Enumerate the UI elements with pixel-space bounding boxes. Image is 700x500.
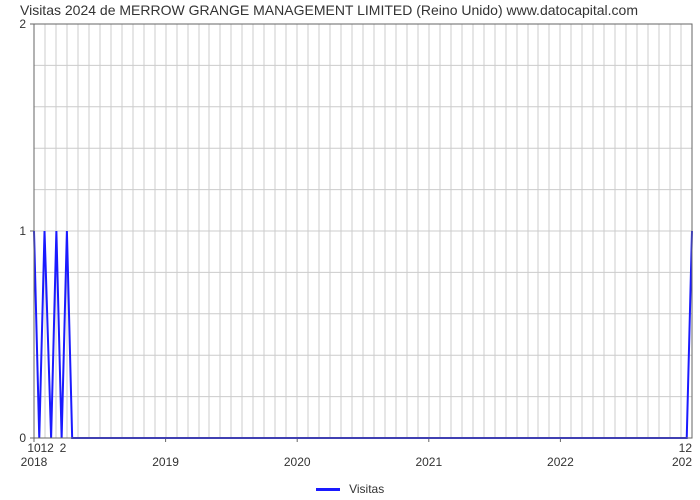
x-sub-label: 12 bbox=[679, 441, 693, 455]
x-sub-label: 10 bbox=[27, 441, 41, 455]
y-tick-label: 2 bbox=[19, 17, 26, 31]
x-tick-label: 2018 bbox=[21, 455, 48, 469]
y-tick-label: 1 bbox=[19, 224, 26, 238]
x-sub-label: 2 bbox=[60, 441, 67, 455]
x-tick-label: 202 bbox=[672, 455, 692, 469]
y-tick-label: 0 bbox=[19, 431, 26, 445]
x-tick-label: 2019 bbox=[152, 455, 179, 469]
legend-label: Visitas bbox=[349, 482, 384, 496]
chart-container: Visitas 2024 de MERROW GRANGE MANAGEMENT… bbox=[0, 0, 700, 500]
legend: Visitas bbox=[0, 481, 700, 496]
x-sub-label: 12 bbox=[40, 441, 54, 455]
x-tick-label: 2020 bbox=[284, 455, 311, 469]
legend-swatch bbox=[316, 488, 340, 491]
line-chart: 012201820192020202120222021012212 bbox=[0, 0, 700, 500]
x-tick-label: 2022 bbox=[547, 455, 574, 469]
x-tick-label: 2021 bbox=[415, 455, 442, 469]
